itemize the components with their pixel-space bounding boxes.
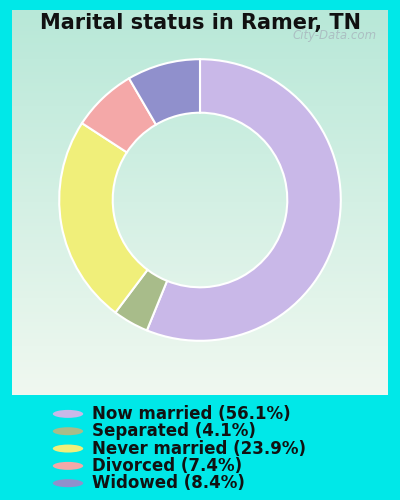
Wedge shape [59, 123, 148, 312]
Text: City-Data.com: City-Data.com [292, 29, 377, 42]
Text: Divorced (7.4%): Divorced (7.4%) [92, 457, 242, 475]
Circle shape [53, 479, 83, 487]
Circle shape [53, 410, 83, 418]
Circle shape [53, 444, 83, 452]
Text: Separated (4.1%): Separated (4.1%) [92, 422, 256, 440]
Circle shape [53, 427, 83, 435]
Text: Widowed (8.4%): Widowed (8.4%) [92, 474, 245, 492]
Text: Never married (23.9%): Never married (23.9%) [92, 440, 306, 458]
Wedge shape [147, 59, 341, 341]
Wedge shape [82, 78, 156, 152]
Wedge shape [115, 270, 167, 330]
Text: Marital status in Ramer, TN: Marital status in Ramer, TN [40, 12, 360, 32]
Wedge shape [129, 59, 200, 124]
Circle shape [53, 462, 83, 470]
Text: Now married (56.1%): Now married (56.1%) [92, 405, 291, 423]
